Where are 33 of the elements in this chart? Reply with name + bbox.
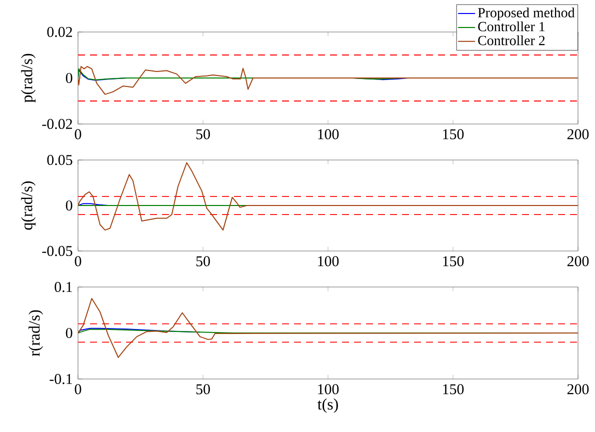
y-tick-label: -0.05 [42,246,72,256]
legend-label: Proposed method [478,8,575,20]
x-tick-label: 200 [567,256,589,266]
y-tick-label: -0.02 [42,118,72,130]
y-tick-label: -0.1 [50,374,72,384]
x-tick-label: 150 [443,129,464,140]
x-axis-title: t(s) [318,398,338,413]
x-tick-label: 200 [567,384,589,394]
legend-label: Controller 1 [478,21,545,32]
x-tick-label: 0 [74,256,82,266]
x-tick-label: 0 [74,384,82,394]
y-tick-label: 0 [66,200,72,211]
x-tick-label: 150 [443,384,464,394]
legend-label: Controller 2 [478,35,545,46]
y-tick-label: 0.1 [54,282,72,292]
y-tick-label: 0 [66,72,72,84]
x-tick-label: 50 [196,256,210,266]
x-tick-label: 50 [196,129,210,140]
y-tick-label: 0.05 [47,154,72,166]
y-axis-title: q(rad/s) [21,181,36,230]
y-axis-title: p(rad/s) [21,54,36,103]
line-series [78,298,578,358]
y-axis-title: r(rad/s) [28,310,44,356]
y-tick-label: 0.02 [47,26,72,38]
x-tick-label: 100 [318,384,339,394]
line-series [78,66,578,95]
x-tick-label: 100 [318,256,339,266]
x-tick-label: 200 [567,129,589,140]
x-tick-label: 100 [318,129,339,140]
x-tick-label: 50 [196,384,210,394]
y-tick-label: 0 [66,328,72,338]
x-tick-label: 0 [74,129,82,140]
x-tick-label: 150 [443,256,464,266]
